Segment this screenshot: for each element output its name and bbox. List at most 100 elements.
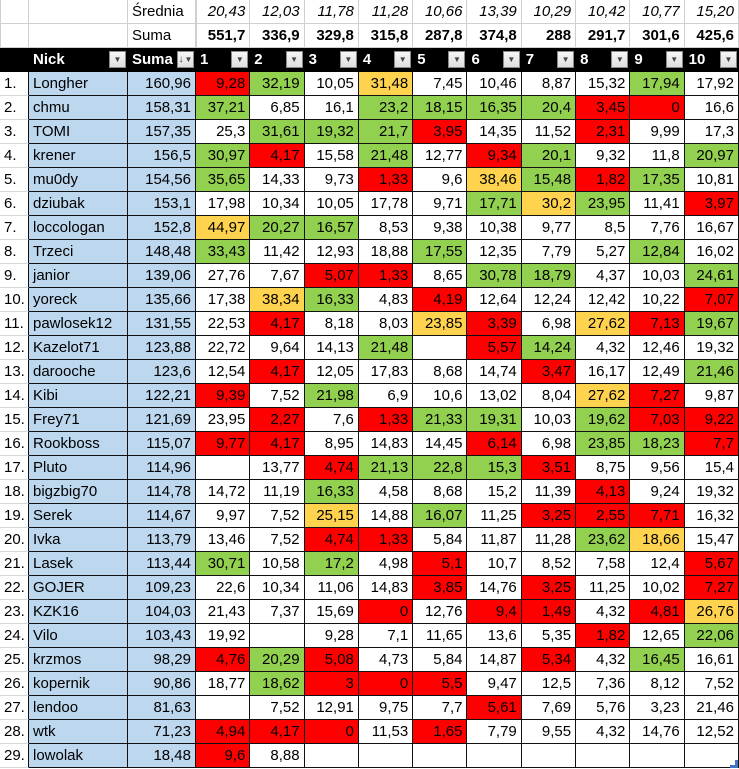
score-cell[interactable]: 4,37 [576, 264, 631, 288]
score-cell[interactable]: 15,69 [304, 600, 359, 624]
score-cell[interactable]: 7,27 [630, 384, 685, 408]
rank-cell[interactable]: 6. [0, 192, 29, 216]
nick-cell[interactable]: yoreck [29, 288, 128, 312]
score-cell[interactable] [630, 744, 685, 768]
rank-cell[interactable]: 20. [0, 528, 29, 552]
sum-value-cell[interactable]: 425,6 [684, 24, 739, 48]
score-cell[interactable]: 11,25 [576, 576, 631, 600]
suma-cell[interactable]: 103,43 [128, 624, 196, 648]
score-cell[interactable]: 7,76 [630, 216, 685, 240]
sum-value-cell[interactable]: 315,8 [358, 24, 414, 48]
suma-cell[interactable]: 157,35 [128, 120, 196, 144]
score-cell[interactable]: 22,72 [196, 336, 251, 360]
score-cell[interactable]: 1,65 [413, 720, 468, 744]
score-cell[interactable]: 12,77 [413, 144, 468, 168]
score-cell[interactable]: 8,75 [576, 456, 631, 480]
score-cell[interactable]: 4,58 [358, 480, 414, 504]
score-cell[interactable]: 17,2 [304, 552, 359, 576]
score-cell[interactable]: 19,32 [684, 480, 739, 504]
suma-cell[interactable]: 113,79 [128, 528, 196, 552]
score-cell[interactable]: 4,17 [250, 360, 305, 384]
score-cell[interactable] [576, 744, 631, 768]
score-cell[interactable]: 3,23 [630, 696, 685, 720]
nick-cell[interactable]: bigzbig70 [29, 480, 128, 504]
score-cell[interactable]: 17,94 [630, 72, 685, 96]
score-cell[interactable]: 23,85 [413, 312, 468, 336]
score-cell[interactable]: 11,19 [250, 480, 305, 504]
score-cell[interactable]: 12,84 [630, 240, 685, 264]
score-cell[interactable]: 1,33 [358, 408, 414, 432]
filter-dropdown-button[interactable]: ▼ [339, 51, 357, 68]
score-cell[interactable]: 14,88 [358, 504, 414, 528]
score-cell[interactable]: 11,39 [521, 480, 577, 504]
score-cell[interactable]: 30,2 [521, 192, 577, 216]
average-value-cell[interactable]: 11,78 [304, 0, 359, 24]
score-cell[interactable]: 9,87 [684, 384, 739, 408]
score-cell[interactable]: 9,24 [630, 480, 685, 504]
filter-dropdown-button[interactable]: ▼ [665, 51, 683, 68]
score-cell[interactable]: 3 [304, 672, 359, 696]
score-cell[interactable]: 9,22 [684, 408, 739, 432]
score-cell[interactable]: 7,71 [630, 504, 685, 528]
score-cell[interactable]: 24,61 [684, 264, 739, 288]
average-value-cell[interactable]: 10,29 [521, 0, 577, 24]
score-cell[interactable]: 11,06 [304, 576, 359, 600]
suma-cell[interactable]: 153,1 [128, 192, 196, 216]
score-cell[interactable]: 4,76 [196, 648, 251, 672]
column-header-nick[interactable]: Nick ▼ [29, 48, 128, 72]
score-cell[interactable]: 23,95 [576, 192, 631, 216]
column-header-round[interactable]: 4 ▼ [359, 48, 413, 72]
score-cell[interactable]: 0 [304, 720, 359, 744]
score-cell[interactable]: 2,31 [576, 120, 631, 144]
score-cell[interactable]: 8,53 [358, 216, 414, 240]
score-cell[interactable]: 11,28 [521, 528, 577, 552]
rank-cell[interactable]: 18. [0, 480, 29, 504]
score-cell[interactable]: 17,71 [467, 192, 522, 216]
score-cell[interactable]: 5,61 [467, 696, 522, 720]
score-cell[interactable]: 21,33 [413, 408, 468, 432]
score-cell[interactable]: 12,35 [467, 240, 522, 264]
score-cell[interactable]: 10,38 [467, 216, 522, 240]
score-cell[interactable]: 15,48 [521, 168, 577, 192]
score-cell[interactable]: 8,5 [576, 216, 631, 240]
empty-cell[interactable] [0, 0, 29, 24]
score-cell[interactable]: 8,04 [521, 384, 577, 408]
score-cell[interactable]: 17,83 [358, 360, 414, 384]
score-cell[interactable] [521, 744, 577, 768]
score-cell[interactable]: 8,88 [250, 744, 305, 768]
score-cell[interactable]: 9,56 [630, 456, 685, 480]
rank-cell[interactable]: 4. [0, 144, 29, 168]
score-cell[interactable]: 7,67 [250, 264, 305, 288]
score-cell[interactable]: 20,29 [250, 648, 305, 672]
average-value-cell[interactable]: 11,28 [358, 0, 414, 24]
nick-cell[interactable]: Pluto [29, 456, 128, 480]
score-cell[interactable]: 9,47 [467, 672, 522, 696]
score-cell[interactable]: 22,53 [196, 312, 251, 336]
score-cell[interactable]: 4,81 [630, 600, 685, 624]
nick-cell[interactable]: Vilo [29, 624, 128, 648]
suma-cell[interactable]: 109,23 [128, 576, 196, 600]
nick-cell[interactable]: Lasek [29, 552, 128, 576]
rank-cell[interactable]: 8. [0, 240, 29, 264]
rank-cell[interactable]: 2. [0, 96, 29, 120]
score-cell[interactable]: 10,03 [521, 408, 577, 432]
score-cell[interactable]: 1,33 [358, 168, 414, 192]
rank-cell[interactable]: 25. [0, 648, 29, 672]
score-cell[interactable]: 16,61 [684, 648, 739, 672]
score-cell[interactable]: 19,92 [196, 624, 251, 648]
filter-dropdown-button[interactable]: ▼ [719, 51, 737, 68]
empty-cell[interactable] [29, 0, 128, 24]
score-cell[interactable]: 5,35 [521, 624, 577, 648]
score-cell[interactable]: 12,64 [467, 288, 522, 312]
sum-value-cell[interactable]: 301,6 [630, 24, 685, 48]
rank-cell[interactable]: 19. [0, 504, 29, 528]
score-cell[interactable]: 1,49 [521, 600, 577, 624]
score-cell[interactable]: 11,87 [467, 528, 522, 552]
nick-cell[interactable]: Rookboss [29, 432, 128, 456]
average-value-cell[interactable]: 12,03 [250, 0, 305, 24]
score-cell[interactable]: 38,34 [250, 288, 305, 312]
score-cell[interactable]: 15,47 [684, 528, 739, 552]
rank-cell[interactable]: 24. [0, 624, 29, 648]
score-cell[interactable]: 19,31 [467, 408, 522, 432]
score-cell[interactable]: 7,37 [250, 600, 305, 624]
